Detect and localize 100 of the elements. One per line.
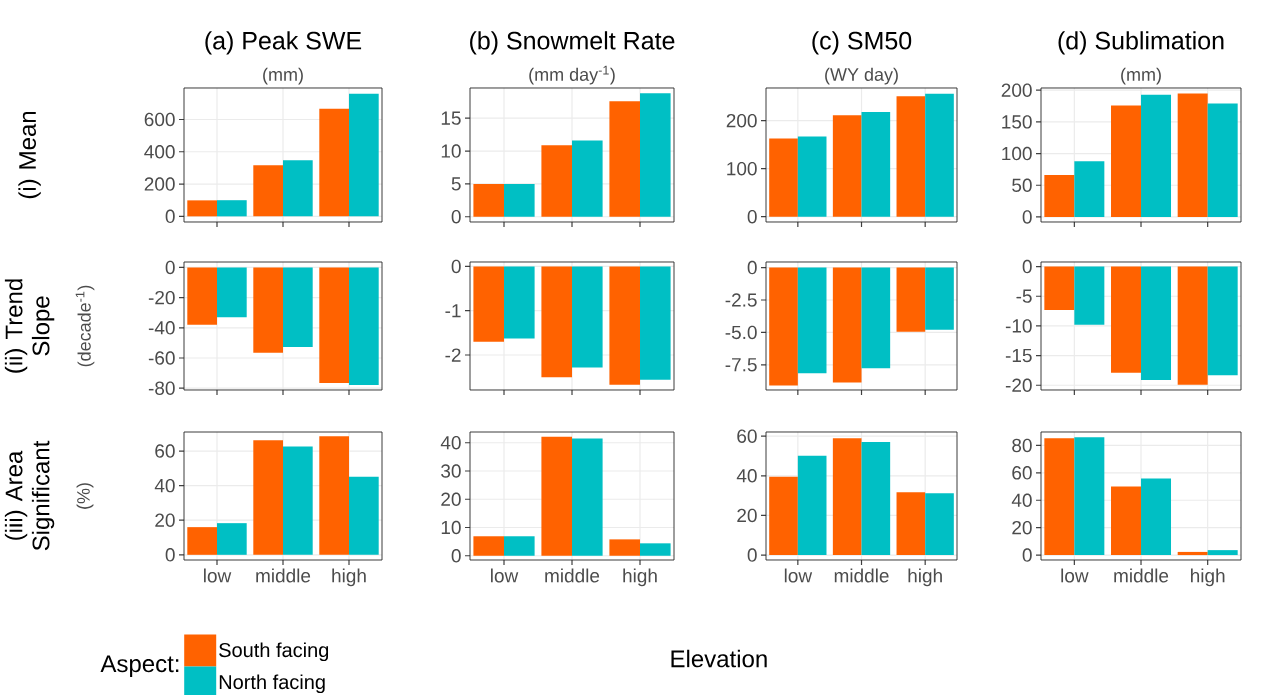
- bar: [1074, 437, 1105, 556]
- chart-title: (d) Sublimation: [1058, 31, 1224, 55]
- bar: [283, 160, 313, 217]
- y-tick-label: 20: [155, 513, 175, 527]
- bar: [187, 527, 217, 555]
- y-axis-title: (ii) Trend Slope: [4, 279, 55, 373]
- bar: [609, 539, 640, 556]
- y-tick-label: 40: [1011, 493, 1032, 507]
- y-tick-label: -20: [148, 290, 175, 305]
- bar: [1207, 103, 1238, 217]
- x-tick-label: low: [1061, 568, 1089, 583]
- y-tick-label: -60: [148, 351, 175, 365]
- bar: [925, 93, 954, 217]
- y-tick-label: 0: [451, 210, 461, 224]
- chart-title: (c) SM50: [812, 31, 912, 55]
- bar: [1044, 175, 1075, 217]
- y-tick-label: 0: [451, 259, 461, 274]
- y-tick-label: 600: [144, 112, 175, 127]
- y-tick-label: 200: [144, 177, 175, 191]
- text: (%): [76, 483, 94, 509]
- bar: [187, 200, 217, 217]
- y-tick-label: 0: [747, 209, 757, 224]
- x-tick-label: high: [332, 568, 366, 587]
- y-tick-label: 60: [1012, 466, 1032, 480]
- bar: [769, 138, 798, 217]
- y-tick-label: 20: [441, 492, 461, 506]
- bar: [319, 108, 349, 217]
- y-tick-label: -20: [1005, 378, 1032, 392]
- y-tick-label: 10: [441, 520, 461, 535]
- y-tick-label: -5.0: [725, 325, 757, 340]
- y-tick-label: 20: [1012, 520, 1032, 535]
- x-tick-label: low: [491, 568, 519, 583]
- bar: [504, 536, 535, 556]
- chart-subtitle: (WY day): [825, 67, 898, 85]
- chart-subtitle: (mm): [1121, 67, 1161, 85]
- bar: [832, 115, 862, 217]
- y-tick-label: -2.5: [725, 293, 757, 307]
- x-tick-label: low: [204, 568, 232, 583]
- y-tick-label: 200: [1001, 83, 1032, 97]
- y-tick-label: 0: [1022, 548, 1032, 562]
- y-tick-label: 40: [736, 469, 757, 483]
- y-tick-label: 0: [1022, 259, 1032, 274]
- bar: [1177, 551, 1208, 556]
- bar: [504, 183, 535, 217]
- bar: [349, 476, 379, 555]
- bar: [253, 440, 283, 555]
- bar: [1074, 161, 1105, 217]
- bar: [640, 543, 671, 556]
- bar: [572, 140, 603, 217]
- y-tick-label: 20: [737, 508, 757, 523]
- y-tick-label: 40: [440, 436, 461, 450]
- y-tick-label: -2: [445, 348, 461, 362]
- bar: [1207, 550, 1238, 556]
- x-tick-label: high: [908, 568, 942, 587]
- bar: [473, 183, 504, 217]
- legend-label: North facing: [219, 674, 325, 694]
- y-tick-label: 80: [1012, 438, 1032, 453]
- bar: [349, 93, 379, 217]
- y-tick-label: 5: [451, 177, 461, 191]
- x-tick-label: middle: [1114, 568, 1169, 583]
- bar: [1177, 93, 1208, 217]
- y-tick-label: 0: [165, 548, 175, 562]
- y-tick-label: 10: [441, 144, 461, 158]
- y-tick-label: 60: [155, 444, 175, 458]
- bar: [217, 523, 247, 555]
- y-tick-label: 0: [165, 209, 175, 224]
- bar: [319, 436, 349, 555]
- bar: [541, 145, 572, 217]
- x-tick-label: low: [784, 568, 813, 583]
- chart-title: (a) Peak SWE: [205, 31, 362, 55]
- y-tick-label: 200: [726, 113, 757, 128]
- bar: [1111, 105, 1142, 217]
- bar: [896, 96, 926, 217]
- y-tick-label: 40: [154, 478, 175, 493]
- y-tick-label: 15: [441, 111, 461, 125]
- x-axis-title: Elevation: [671, 649, 767, 668]
- bar: [797, 136, 827, 217]
- y-tick-label: 100: [727, 161, 757, 176]
- text: (decade$^{-1}$): [75, 285, 95, 367]
- y-axis-title: (iii) Area Significant: [4, 440, 55, 551]
- legend-label: South facing: [219, 642, 329, 662]
- chart-title: (b) Snowmelt Rate: [470, 31, 675, 55]
- y-tick-label: 400: [144, 145, 175, 159]
- bar: [832, 438, 862, 556]
- bar: [473, 536, 504, 556]
- x-tick-label: middle: [834, 568, 889, 583]
- bar: [896, 492, 926, 556]
- y-tick-label: -7.5: [725, 358, 757, 372]
- bar: [1141, 94, 1172, 217]
- bar: [861, 442, 891, 556]
- bar: [541, 436, 572, 556]
- y-tick-label: -10: [1005, 319, 1032, 333]
- bar: [283, 446, 313, 555]
- bar: [1111, 486, 1142, 556]
- y-tick-label: 0: [747, 548, 757, 562]
- y-tick-label: 100: [1002, 146, 1032, 161]
- y-tick-label: 60: [737, 429, 757, 443]
- x-tick-label: middle: [256, 568, 311, 583]
- y-tick-label: 0: [165, 260, 175, 275]
- bar: [640, 93, 671, 217]
